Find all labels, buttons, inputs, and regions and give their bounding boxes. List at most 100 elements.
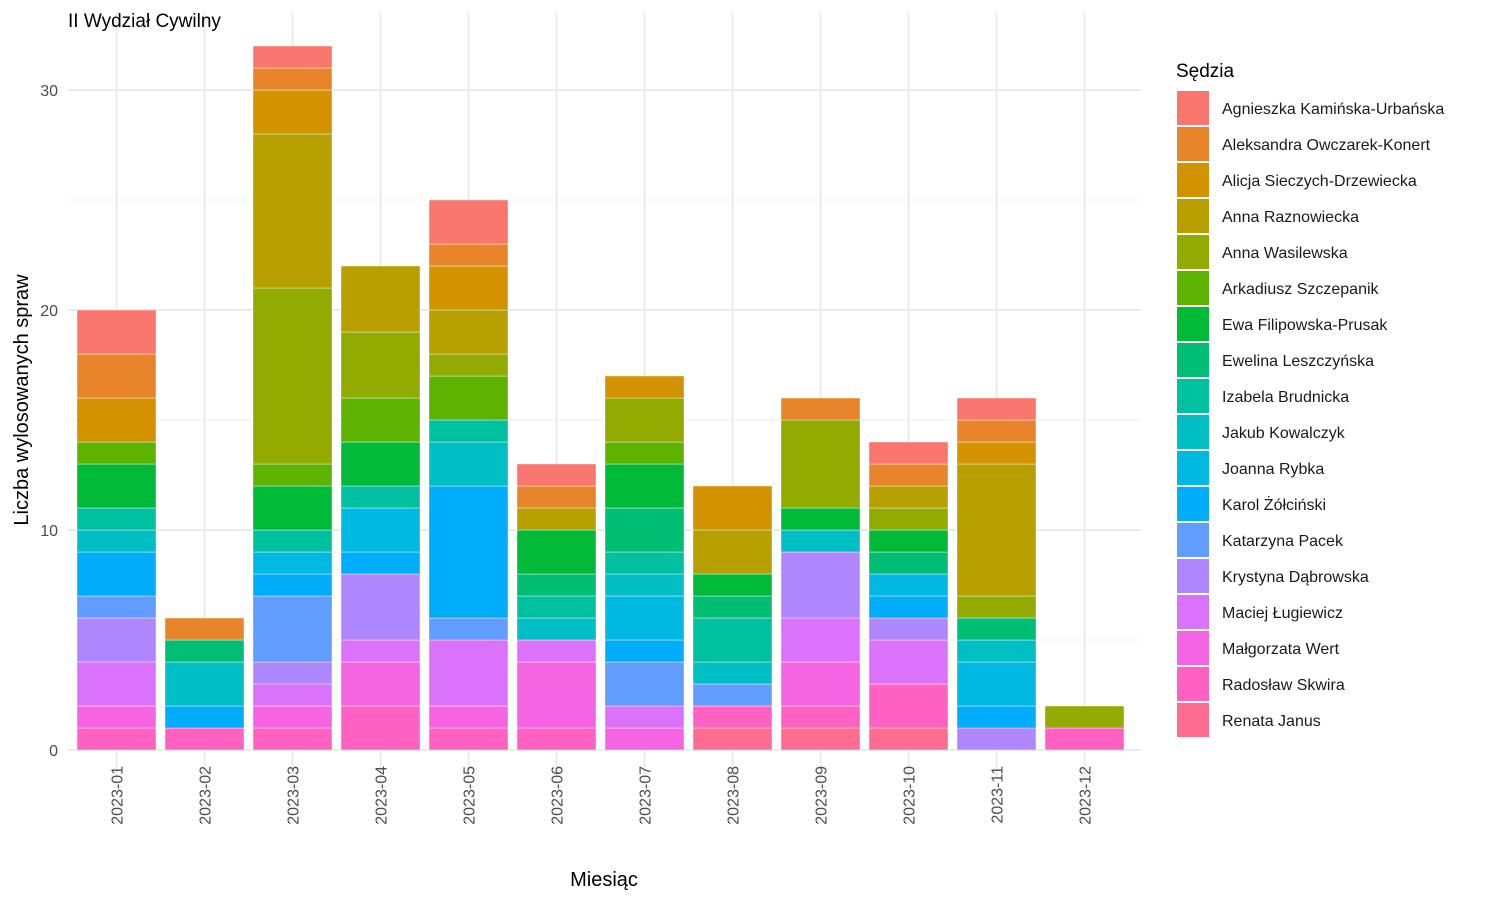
bar-segment bbox=[868, 463, 949, 487]
bar-segment bbox=[252, 573, 333, 597]
y-tick-label: 0 bbox=[49, 743, 58, 760]
bar-segment bbox=[428, 419, 509, 443]
legend-label: Małgorzata Wert bbox=[1222, 641, 1340, 658]
legend-key bbox=[1177, 271, 1209, 305]
bar-segment bbox=[252, 89, 333, 135]
bar-segment bbox=[604, 595, 685, 641]
legend-label: Ewa Filipowska-Prusak bbox=[1222, 317, 1388, 334]
legend-title: Sędzia bbox=[1176, 61, 1235, 82]
bar-segment bbox=[76, 353, 157, 399]
bar-segment bbox=[956, 595, 1037, 619]
bar-segment bbox=[604, 507, 685, 553]
bar-segment bbox=[692, 727, 773, 751]
legend-label: Renata Janus bbox=[1222, 713, 1321, 730]
bar-segment bbox=[692, 485, 773, 531]
bar-segment bbox=[76, 529, 157, 553]
bar-segment bbox=[76, 441, 157, 465]
bar-segment bbox=[604, 551, 685, 575]
bar-segment bbox=[516, 485, 597, 509]
legend-label: Agnieszka Kamińska-Urbańska bbox=[1222, 101, 1444, 118]
bar-segment bbox=[516, 727, 597, 751]
legend-key bbox=[1177, 523, 1209, 557]
bar-segment bbox=[956, 705, 1037, 729]
bar-segment bbox=[868, 551, 949, 575]
bar-segment bbox=[428, 353, 509, 377]
legend-key bbox=[1177, 343, 1209, 377]
bar-segment bbox=[604, 441, 685, 465]
legend-key bbox=[1177, 703, 1209, 737]
bar-segment bbox=[252, 705, 333, 729]
bar-segment bbox=[516, 639, 597, 663]
bar-segment bbox=[252, 133, 333, 289]
bar-segment bbox=[868, 441, 949, 465]
x-tick-label: 2023-12 bbox=[1078, 766, 1095, 825]
bar-segment bbox=[868, 595, 949, 619]
bar-segment bbox=[340, 551, 421, 575]
bar-segment bbox=[76, 309, 157, 355]
y-tick-label: 20 bbox=[40, 303, 58, 320]
x-tick-label: 2023-06 bbox=[550, 766, 567, 825]
legend-label: Katarzyna Pacek bbox=[1222, 533, 1344, 550]
bar-segment bbox=[604, 375, 685, 399]
legend-key bbox=[1177, 595, 1209, 629]
bar-segment bbox=[516, 595, 597, 619]
legend-key bbox=[1177, 163, 1209, 197]
bar-segment bbox=[428, 309, 509, 355]
legend-key bbox=[1177, 487, 1209, 521]
bar-segment bbox=[516, 463, 597, 487]
bar-segment bbox=[428, 727, 509, 751]
bar-segment bbox=[164, 617, 245, 641]
bar-segment bbox=[164, 705, 245, 729]
bar-segment bbox=[692, 573, 773, 597]
bar-segment bbox=[340, 507, 421, 553]
bar-segment bbox=[252, 463, 333, 487]
bar-segment bbox=[164, 639, 245, 663]
bar-segment bbox=[516, 617, 597, 641]
bar-segment bbox=[164, 727, 245, 751]
y-axis-ticks: 0 10 20 30 bbox=[40, 83, 58, 760]
legend-label: Alicja Sieczych-Drzewiecka bbox=[1222, 173, 1417, 190]
bar-segment bbox=[428, 617, 509, 641]
bar-segment bbox=[956, 463, 1037, 597]
bar-segment bbox=[252, 485, 333, 531]
bar-segment bbox=[76, 705, 157, 729]
bar-segment bbox=[340, 441, 421, 487]
bar-segment bbox=[76, 595, 157, 619]
bar-segment bbox=[692, 683, 773, 707]
bar-segment bbox=[252, 45, 333, 69]
y-tick-label: 30 bbox=[40, 83, 58, 100]
bar-segment bbox=[868, 507, 949, 531]
bar-segment bbox=[76, 551, 157, 597]
bar-segment bbox=[692, 595, 773, 619]
bar-segment bbox=[956, 727, 1037, 751]
bar-segment bbox=[604, 727, 685, 751]
bar-segment bbox=[428, 639, 509, 707]
bar-segment bbox=[340, 573, 421, 641]
bar-segment bbox=[780, 727, 861, 751]
y-axis-label: Liczba wylosowanych spraw bbox=[11, 274, 33, 526]
x-tick-label: 2023-04 bbox=[374, 766, 391, 825]
x-tick-label: 2023-01 bbox=[110, 766, 127, 825]
legend-key bbox=[1177, 235, 1209, 269]
bar-segment bbox=[516, 573, 597, 597]
bar-segment bbox=[428, 243, 509, 267]
x-tick-label: 2023-05 bbox=[462, 766, 479, 825]
bar-segment bbox=[956, 639, 1037, 663]
bar-segment bbox=[340, 639, 421, 663]
x-tick-label: 2023-07 bbox=[638, 766, 655, 825]
bars bbox=[76, 45, 1125, 751]
bar-segment bbox=[428, 485, 509, 619]
bar-segment bbox=[692, 529, 773, 575]
x-tick-label: 2023-11 bbox=[990, 766, 1007, 824]
y-tick-label: 10 bbox=[40, 523, 58, 540]
bar-segment bbox=[428, 199, 509, 245]
legend-label: Ewelina Leszczyńska bbox=[1222, 353, 1374, 370]
legend-key bbox=[1177, 415, 1209, 449]
bar-segment bbox=[1044, 705, 1125, 729]
legend-label: Anna Wasilewska bbox=[1222, 245, 1348, 262]
legend-label: Karol Żółciński bbox=[1222, 495, 1326, 514]
x-axis-ticks: 2023-01 2023-02 2023-03 2023-04 2023-05 2023-… bbox=[110, 766, 1095, 825]
bar-segment bbox=[340, 265, 421, 333]
bar-segment bbox=[76, 507, 157, 531]
